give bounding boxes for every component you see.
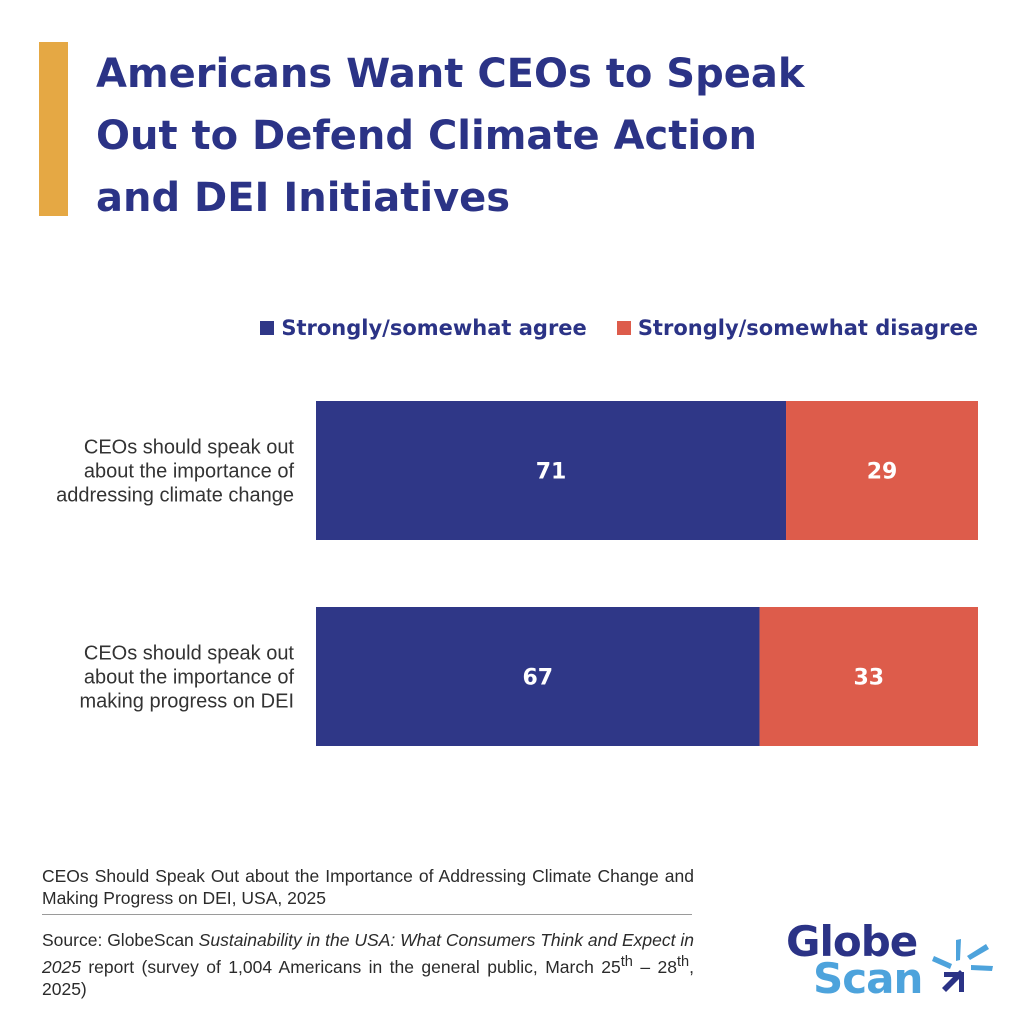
source-end: , 2025) <box>42 956 694 999</box>
chart-legend: Strongly/somewhat agree Strongly/somewha… <box>250 313 978 343</box>
legend-swatch-disagree <box>616 321 631 335</box>
data-label-disagree-1: 29 <box>867 460 898 485</box>
globescan-logo: Globe Scan <box>786 917 1006 1003</box>
source-dash: – 28 <box>632 956 677 977</box>
category-label-2-line-1: CEOs should speak out <box>84 643 295 665</box>
category-label-1-line-2: about the importance of <box>84 461 295 483</box>
category-label-1-line-1: CEOs should speak out <box>84 437 295 459</box>
logo-text-globe: Globe <box>786 917 918 966</box>
data-label-agree-1: 71 <box>536 460 567 485</box>
category-label-1-line-3: addressing climate change <box>56 485 294 507</box>
title-line-1: Americans Want CEOs to Speak <box>96 51 805 97</box>
bar-agree-1 <box>316 401 787 540</box>
globescan-mark-icon <box>932 939 993 992</box>
legend-item-agree: Strongly/somewhat agree <box>260 316 587 340</box>
category-label-2-line-3: making progress on DEI <box>79 691 294 713</box>
legend-swatch-agree <box>260 321 275 335</box>
chart-caption: CEOs Should Speak Out about the Importan… <box>42 866 694 908</box>
title-accent-bar <box>39 42 68 216</box>
logo-text-scan: Scan <box>813 954 923 1003</box>
footer-divider <box>42 914 692 915</box>
legend-label-disagree: Strongly/somewhat disagree <box>637 316 978 340</box>
source-sup-1: th <box>620 954 633 970</box>
source-report-title: Sustainability in the USA: What Consumer… <box>42 930 694 977</box>
bar-disagree-2 <box>759 607 978 746</box>
source-note: Source: GlobeScan Sustainability in the … <box>42 929 694 1000</box>
source-prefix: Source: GlobeScan <box>42 930 199 950</box>
source-sup-2: th <box>676 954 690 970</box>
page-title: Americans Want CEOs to Speak Out to Defe… <box>96 43 996 229</box>
data-label-agree-2: 67 <box>522 666 553 691</box>
bar-agree-2 <box>316 607 760 746</box>
legend-item-disagree: Strongly/somewhat disagree <box>616 316 978 340</box>
source-middle: report (survey of 1,004 Americans in the… <box>80 956 621 977</box>
category-label-2-line-2: about the importance of <box>84 667 295 689</box>
data-label-disagree-2: 33 <box>853 666 884 691</box>
title-line-3: and DEI Initiatives <box>96 175 511 221</box>
bar-disagree-1 <box>786 401 978 540</box>
legend-label-agree: Strongly/somewhat agree <box>281 316 587 340</box>
title-line-2: Out to Defend Climate Action <box>96 113 758 159</box>
